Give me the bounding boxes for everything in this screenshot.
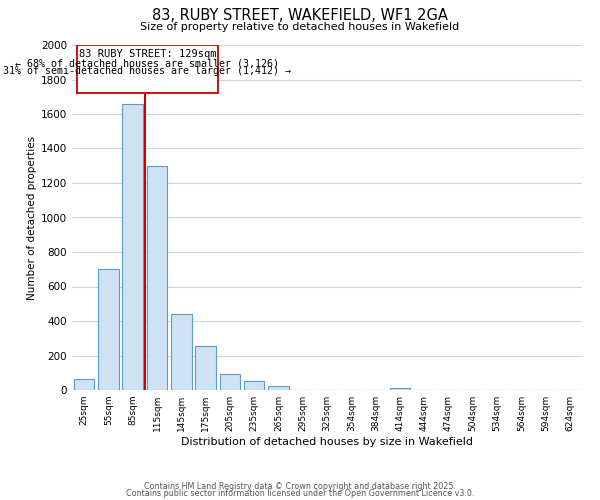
FancyBboxPatch shape bbox=[77, 46, 218, 94]
Y-axis label: Number of detached properties: Number of detached properties bbox=[27, 136, 37, 300]
Bar bbox=[171, 314, 191, 390]
Bar bbox=[146, 166, 167, 390]
Bar bbox=[244, 380, 265, 390]
Text: 83 RUBY STREET: 129sqm: 83 RUBY STREET: 129sqm bbox=[79, 49, 216, 59]
Bar bbox=[195, 346, 216, 390]
Text: 83, RUBY STREET, WAKEFIELD, WF1 2GA: 83, RUBY STREET, WAKEFIELD, WF1 2GA bbox=[152, 8, 448, 22]
Bar bbox=[74, 379, 94, 390]
Text: Size of property relative to detached houses in Wakefield: Size of property relative to detached ho… bbox=[140, 22, 460, 32]
Bar bbox=[389, 388, 410, 390]
Text: Contains HM Land Registry data © Crown copyright and database right 2025.: Contains HM Land Registry data © Crown c… bbox=[144, 482, 456, 491]
Text: Contains public sector information licensed under the Open Government Licence v3: Contains public sector information licen… bbox=[126, 490, 474, 498]
Bar bbox=[220, 374, 240, 390]
Text: ← 68% of detached houses are smaller (3,126): ← 68% of detached houses are smaller (3,… bbox=[15, 58, 279, 68]
Bar bbox=[268, 386, 289, 390]
Bar bbox=[98, 269, 119, 390]
Bar bbox=[122, 104, 143, 390]
Text: 31% of semi-detached houses are larger (1,412) →: 31% of semi-detached houses are larger (… bbox=[3, 66, 291, 76]
X-axis label: Distribution of detached houses by size in Wakefield: Distribution of detached houses by size … bbox=[181, 437, 473, 447]
